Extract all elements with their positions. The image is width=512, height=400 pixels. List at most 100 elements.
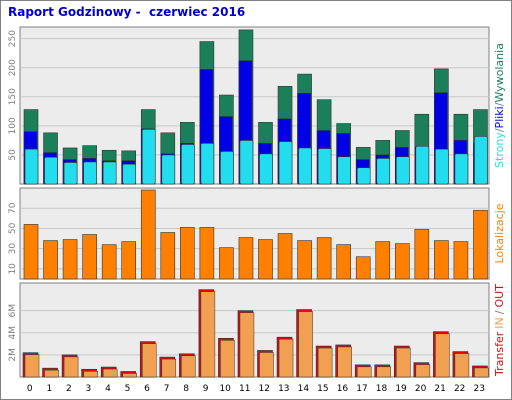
transfer-in-bar <box>122 373 137 378</box>
lokalizacje-bar <box>160 232 176 280</box>
wywolania-bar <box>415 145 430 185</box>
transfer-in-bar <box>259 352 274 378</box>
requests-axis-label-part: Pliki <box>493 106 506 128</box>
transfer-in-bar <box>356 366 372 378</box>
wywolania-bar <box>259 153 273 185</box>
hour-label: 13 <box>278 384 289 394</box>
wywolania-bar <box>141 129 156 185</box>
lokalizacje-bar <box>394 243 410 280</box>
wywolania-bar <box>298 147 312 185</box>
locations-tick-label: 70 <box>8 202 18 214</box>
transfer-tick-label: 4M <box>8 326 18 340</box>
transfer-in-bar <box>376 366 391 378</box>
wywolania-bar <box>435 148 449 185</box>
wywolania-bar <box>200 142 215 185</box>
hour-label: 9 <box>203 384 209 394</box>
transfer-axis-label-part: Transfer <box>493 331 506 377</box>
lokalizacje-bar <box>277 233 293 280</box>
transfer-in-bar <box>278 338 294 378</box>
locations-tick-label: 30 <box>8 243 18 255</box>
lokalizacje-bar <box>121 241 137 280</box>
locations-panel <box>19 187 490 280</box>
lokalizacje-bar <box>62 239 78 280</box>
requests-axis-label-part: Wywolania <box>493 43 506 103</box>
transfer-axis-label-part: / <box>493 310 506 314</box>
hour-label: 10 <box>219 384 231 394</box>
lokalizacje-bar <box>434 240 449 280</box>
transfer-in-bar <box>298 311 313 378</box>
hour-label: 2 <box>66 384 72 394</box>
hour-label: 20 <box>415 384 427 394</box>
lokalizacje-bar <box>297 240 312 280</box>
hour-label: 17 <box>356 384 367 394</box>
wywolania-bar <box>395 156 410 185</box>
wywolania-bar <box>317 148 332 185</box>
wywolania-bar <box>24 148 39 185</box>
wywolania-bar <box>44 156 58 185</box>
transfer-axis-label-part: OUT <box>493 284 506 308</box>
locations-tick-label: 10 <box>8 263 18 275</box>
transfer-in-bar <box>220 340 235 378</box>
lokalizacje-bar <box>82 234 97 280</box>
wywolania-bar <box>239 140 254 185</box>
lokalizacje-bar <box>101 244 117 280</box>
hour-label: 18 <box>376 384 388 394</box>
wywolania-bar <box>83 161 97 185</box>
transfer-panel <box>19 282 490 378</box>
hour-label: 5 <box>125 384 131 394</box>
transfer-in-bar <box>63 356 79 378</box>
lokalizacje-bar <box>180 227 195 280</box>
hour-label: 21 <box>434 384 445 394</box>
hour-label: 4 <box>105 384 111 394</box>
requests-axis-label: Strony/Pliki/Wywolania <box>493 43 506 168</box>
transfer-in-bar <box>317 347 333 378</box>
lokalizacje-bar <box>43 240 58 280</box>
transfer-in-bar <box>454 353 470 378</box>
transfer-in-bar <box>337 346 352 378</box>
hour-label: 16 <box>337 384 349 394</box>
lokalizacje-bar <box>238 237 254 280</box>
wywolania-bar <box>454 153 469 185</box>
transfer-in-bar <box>83 371 98 378</box>
transfer-axis-label: Transfer IN / OUT <box>493 284 506 377</box>
wywolania-bar <box>220 151 234 185</box>
wywolania-bar <box>376 158 391 185</box>
transfer-in-bar <box>435 333 450 378</box>
transfer-in-bar <box>474 367 489 378</box>
wywolania-bar <box>161 154 176 185</box>
hour-label: 14 <box>298 384 310 394</box>
transfer-in-bar <box>44 369 59 378</box>
lokalizacje-bar <box>336 244 351 280</box>
hour-label: 12 <box>259 384 270 394</box>
requests-axis-label-part: Strony <box>493 132 506 168</box>
requests-panel <box>19 26 490 185</box>
wywolania-bar <box>278 141 293 185</box>
wywolania-bar <box>474 136 488 185</box>
wywolania-bar <box>181 144 195 185</box>
transfer-tick-label: 2M <box>8 348 18 362</box>
transfer-in-bar <box>142 343 157 378</box>
requests-tick-label: 250 <box>8 30 18 47</box>
lokalizacje-bar <box>414 229 430 280</box>
lokalizacje-bar <box>219 247 234 280</box>
report-title: Raport Godzinowy - czerwiec 2016 <box>8 5 246 19</box>
lokalizacje-bar <box>375 241 391 280</box>
hour-label: 15 <box>317 384 328 394</box>
requests-tick-label: 150 <box>8 88 18 105</box>
transfer-in-bar <box>396 347 411 378</box>
hour-label: 1 <box>46 384 52 394</box>
locations-axis-label: Lokalizacje <box>493 203 506 263</box>
wywolania-bar <box>102 161 117 185</box>
requests-axis-label-part: / <box>493 102 506 106</box>
transfer-axis-label-part: IN <box>493 317 506 328</box>
transfer-in-bar <box>24 354 40 378</box>
lokalizacje-bar <box>316 237 332 280</box>
requests-tick-label: 100 <box>8 117 18 134</box>
hour-label: 6 <box>144 384 150 394</box>
locations-tick-label: 50 <box>8 222 18 234</box>
hour-label: 23 <box>474 384 485 394</box>
hour-label: 7 <box>164 384 170 394</box>
lokalizacje-bar <box>355 256 371 280</box>
